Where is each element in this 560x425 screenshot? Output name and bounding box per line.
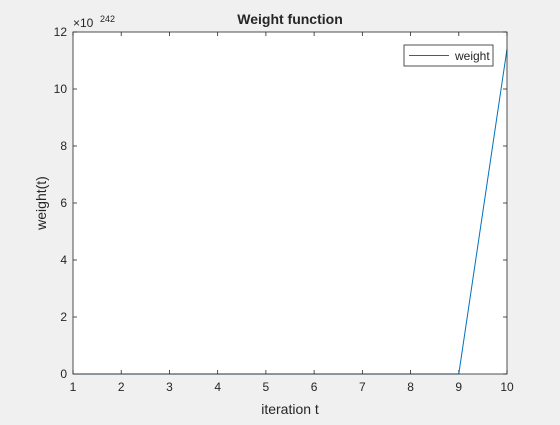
x-tick-label: 3: [166, 380, 173, 394]
y-tick-label: 6: [60, 196, 67, 210]
y-tick-label: 0: [60, 367, 67, 381]
x-tick-label: 5: [263, 380, 270, 394]
y-tick-label: 10: [54, 82, 68, 96]
x-axis-label: iteration t: [261, 401, 319, 417]
plot-area: [73, 32, 507, 374]
y-tick-label: 8: [60, 139, 67, 153]
x-tick-label: 6: [311, 380, 318, 394]
y-axis-ticks: 0 2 4 6 8 10 12: [54, 25, 507, 381]
legend-label-weight: weight: [454, 49, 490, 63]
x-tick-label: 2: [118, 380, 125, 394]
x-tick-label: 1: [70, 380, 77, 394]
y-tick-label: 2: [60, 310, 67, 324]
exponent-power: 242: [100, 14, 115, 24]
exponent-base: ×10: [73, 16, 94, 30]
x-tick-label: 7: [359, 380, 366, 394]
plot-box: [72, 31, 508, 375]
y-tick-label: 4: [60, 253, 67, 267]
x-tick-label: 4: [214, 380, 221, 394]
y-tick-label: 12: [54, 25, 68, 39]
y-axis-label: weight(t): [33, 176, 49, 231]
legend[interactable]: weight: [403, 44, 494, 67]
x-tick-label: 8: [407, 380, 414, 394]
x-tick-label: 10: [500, 380, 514, 394]
chart-title: Weight function: [237, 11, 343, 27]
x-tick-label: 9: [455, 380, 462, 394]
